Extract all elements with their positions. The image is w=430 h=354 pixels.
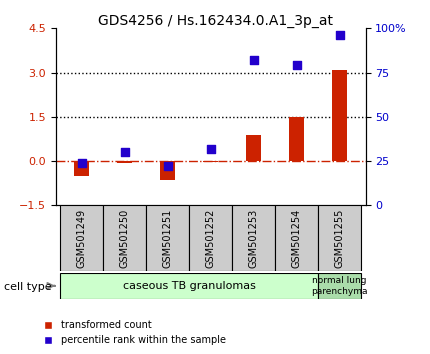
Text: GSM501251: GSM501251	[163, 209, 173, 268]
FancyBboxPatch shape	[146, 205, 189, 271]
FancyBboxPatch shape	[60, 205, 103, 271]
Text: cell type: cell type	[4, 282, 52, 292]
Bar	[289, 117, 304, 161]
Text: GSM501255: GSM501255	[335, 209, 345, 268]
Text: GSM501250: GSM501250	[120, 209, 130, 268]
Bar	[332, 70, 347, 161]
Point	[164, 164, 171, 169]
Text: GDS4256 / Hs.162434.0.A1_3p_at: GDS4256 / Hs.162434.0.A1_3p_at	[98, 14, 332, 28]
Text: normal lung
parenchyma: normal lung parenchyma	[311, 276, 368, 296]
Point	[121, 149, 128, 155]
Bar	[203, 161, 218, 162]
Bar	[246, 135, 261, 161]
Point	[336, 33, 343, 38]
Bar	[117, 161, 132, 162]
Text: GSM501252: GSM501252	[206, 209, 216, 268]
FancyBboxPatch shape	[318, 205, 361, 271]
FancyBboxPatch shape	[60, 273, 318, 299]
Point	[78, 160, 85, 166]
FancyBboxPatch shape	[103, 205, 146, 271]
FancyBboxPatch shape	[232, 205, 275, 271]
Bar	[160, 161, 175, 180]
FancyBboxPatch shape	[189, 205, 232, 271]
Point	[207, 146, 214, 152]
Text: GSM501253: GSM501253	[249, 209, 259, 268]
Point	[293, 63, 300, 68]
Point	[250, 57, 257, 63]
Text: caseous TB granulomas: caseous TB granulomas	[123, 281, 256, 291]
Legend: transformed count, percentile rank within the sample: transformed count, percentile rank withi…	[39, 316, 230, 349]
Text: GSM501249: GSM501249	[77, 209, 87, 268]
Bar	[74, 161, 89, 176]
FancyBboxPatch shape	[318, 273, 361, 299]
Text: GSM501254: GSM501254	[292, 209, 302, 268]
FancyBboxPatch shape	[275, 205, 318, 271]
